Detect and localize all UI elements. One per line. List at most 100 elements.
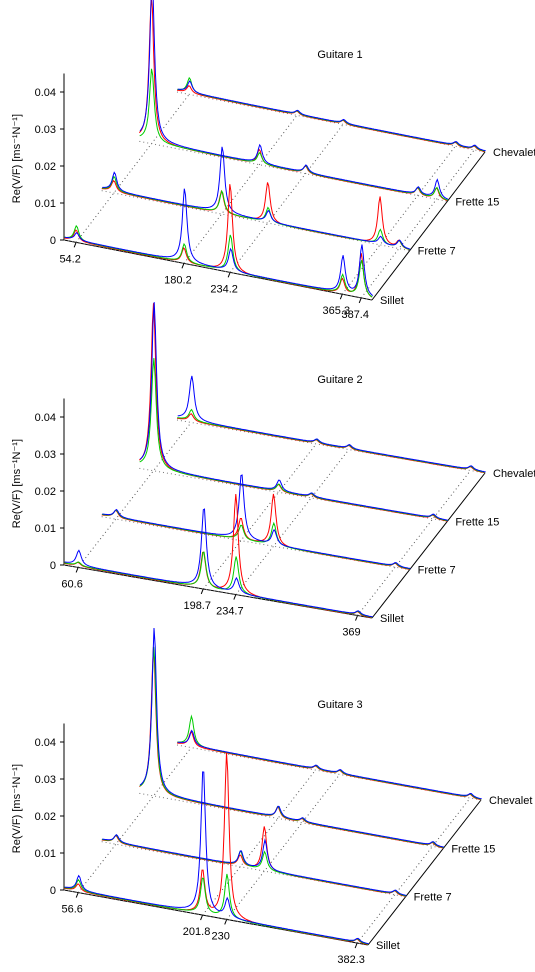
- x-tick: [233, 594, 237, 600]
- series-line: [63, 752, 369, 946]
- depth-label: Frette 15: [455, 196, 499, 208]
- series-line: [101, 179, 410, 251]
- series-line: [139, 302, 449, 521]
- series-line: [101, 175, 411, 251]
- x-tick: [73, 242, 77, 248]
- series-line: [102, 146, 411, 250]
- chart-panel: Guitare 1 0 0.01 0.02 0.03 0.04 Re(V/F) [ms⁻¹N…: [11, 0, 535, 321]
- grid-line: [360, 149, 475, 299]
- series-line: [102, 474, 411, 569]
- x-tick-label: 60.6: [61, 578, 82, 590]
- y-tick-label: 0.03: [35, 774, 56, 786]
- grid-line: [202, 443, 317, 590]
- series-line: [101, 826, 406, 897]
- series-line: [64, 771, 369, 945]
- series-line: [139, 647, 444, 849]
- series-line: [64, 188, 374, 296]
- series-line: [101, 834, 407, 897]
- y-tick-label: 0.04: [35, 737, 56, 749]
- chart-title: Guitare 2: [317, 374, 362, 386]
- y-tick-label: 0: [50, 235, 56, 247]
- series-line: [64, 551, 373, 618]
- depth-label: Chevalet: [493, 468, 535, 480]
- series-line: [177, 408, 486, 473]
- chart-title: Guitare 3: [317, 699, 362, 711]
- y-tick-label: 0.01: [35, 523, 56, 535]
- grid-line: [63, 239, 373, 301]
- series-line: [64, 508, 373, 618]
- depth-label: Chevalet: [489, 795, 532, 807]
- x-tick-label: 198.7: [183, 600, 211, 612]
- series-line: [64, 873, 369, 945]
- x-tick-label: 369: [342, 627, 360, 639]
- series-line: [139, 68, 448, 201]
- grid-line: [139, 140, 448, 202]
- depth-label: Sillet: [376, 940, 400, 952]
- depth-label: Frette 15: [451, 843, 495, 855]
- y-axis-label: Re(V/F) [ms⁻¹N⁻¹]: [11, 439, 23, 528]
- y-tick-label: 0.03: [35, 449, 56, 461]
- series-line: [63, 184, 373, 298]
- x-tick: [224, 919, 228, 925]
- x-tick: [75, 892, 79, 898]
- grid-line: [229, 124, 344, 273]
- series-line: [102, 834, 407, 896]
- x-tick-label: 201.8: [183, 926, 211, 938]
- series-line: [177, 76, 486, 152]
- depth-label: Frette 7: [414, 892, 452, 904]
- y-tick-label: 0.01: [35, 848, 56, 860]
- series-line: [176, 85, 486, 153]
- series-line: [139, 646, 444, 849]
- y-axis-label: Re(V/F) [ms⁻¹N⁻¹]: [11, 764, 23, 853]
- grid-line: [357, 470, 471, 616]
- y-tick-label: 0: [50, 885, 56, 897]
- x-tick-label: 365.3: [323, 305, 351, 317]
- x-tick-label: 387.4: [341, 309, 369, 321]
- x-tick: [181, 263, 185, 269]
- x-tick: [75, 567, 79, 573]
- chart-title: Guitare 1: [317, 49, 362, 61]
- depth-label: Sillet: [380, 295, 404, 307]
- series-line: [139, 627, 445, 848]
- y-axis-label: Re(V/F) [ms⁻¹N⁻¹]: [11, 114, 23, 203]
- series-line: [139, 0, 449, 200]
- x-tick-label: 54.2: [59, 253, 80, 265]
- grid-line: [101, 190, 410, 252]
- x-tick-label: 234.7: [216, 606, 244, 618]
- series-line: [177, 375, 486, 473]
- x-tick: [200, 588, 204, 595]
- y-tick-label: 0.01: [35, 198, 56, 210]
- grid-line: [75, 94, 190, 243]
- y-tick-label: 0.02: [35, 161, 56, 173]
- x-tick-label: 382.3: [337, 954, 365, 966]
- x-tick: [200, 914, 204, 921]
- x-tick: [358, 297, 362, 304]
- x-tick: [227, 272, 231, 278]
- x-tick-label: 180.2: [164, 274, 192, 286]
- x-tick-label: 56.6: [62, 904, 83, 916]
- grid-line: [226, 774, 341, 920]
- x-tick: [339, 294, 343, 300]
- depth-label: Frette 7: [418, 565, 456, 577]
- chart-panel: Guitare 2 0 0.01 0.02 0.03 0.04 Re(V/F) [ms⁻¹N…: [11, 302, 535, 639]
- series-line: [177, 80, 486, 152]
- series-line: [177, 729, 482, 800]
- depth-label: Frette 15: [455, 516, 499, 528]
- series-line: [176, 730, 482, 801]
- y-tick-label: 0.02: [35, 486, 56, 498]
- series-line: [177, 714, 482, 800]
- depth-axis-line: [371, 151, 486, 301]
- depth-axis-line: [371, 472, 486, 619]
- chart-panel: Guitare 3 0 0.01 0.02 0.03 0.04 Re(V/F) [ms⁻¹N…: [11, 627, 532, 966]
- y-tick-label: 0.03: [35, 124, 56, 136]
- depth-label: Chevalet: [493, 147, 535, 159]
- depth-axis-line: [367, 799, 482, 946]
- x-tick-label: 234.2: [210, 283, 238, 295]
- x-tick: [354, 942, 358, 949]
- depth-label: Sillet: [380, 613, 404, 625]
- x-tick-label: 230: [212, 930, 230, 942]
- series-line: [101, 509, 411, 570]
- y-tick-label: 0.04: [35, 87, 56, 99]
